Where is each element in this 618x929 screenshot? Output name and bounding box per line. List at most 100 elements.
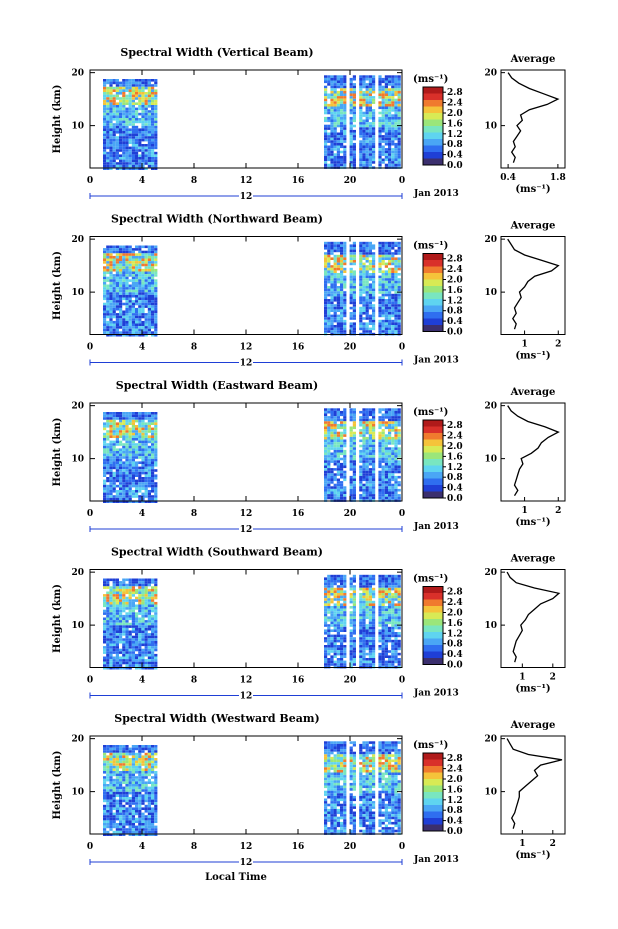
heatmap-cell — [131, 125, 135, 129]
heatmap-cell — [147, 274, 151, 277]
heatmap-cell — [340, 90, 344, 94]
heatmap-cell — [128, 630, 132, 634]
heatmap-cell — [365, 291, 369, 294]
heatmap-cell — [333, 304, 337, 307]
heatmap-cell — [324, 275, 328, 279]
heatmap-cell — [381, 452, 385, 456]
heatmap-cell — [128, 118, 132, 121]
heatmap-cell — [378, 470, 382, 474]
heatmap-cell — [365, 286, 369, 289]
heatmap-cell — [151, 414, 155, 418]
heatmap-cell — [119, 138, 123, 142]
heatmap-cell — [330, 606, 334, 609]
heatmap-cell — [154, 588, 158, 592]
heatmap-cell — [112, 274, 116, 277]
heatmap-cell — [109, 268, 113, 272]
heatmap-cell — [362, 611, 366, 614]
colorbar-tick-label: 0.0 — [447, 328, 463, 338]
heatmap-cell — [327, 587, 331, 591]
heatmap-cell — [336, 262, 340, 266]
heatmap-cell — [147, 588, 151, 592]
heatmap-cell — [362, 135, 366, 138]
heatmap-cell — [112, 477, 116, 480]
heatmap-cell — [362, 595, 366, 599]
heatmap-cell — [333, 114, 337, 117]
heatmap-cell — [147, 305, 151, 308]
heatmap-cell — [138, 107, 142, 111]
heatmap-cell — [394, 483, 398, 487]
heatmap-cell — [122, 640, 126, 644]
heatmap-cell — [112, 141, 116, 144]
heatmap-cell — [138, 643, 142, 647]
heatmap-cell — [388, 80, 392, 84]
heatmap-cell — [147, 635, 151, 639]
heatmap-cell — [119, 102, 123, 105]
heatmap-cell — [147, 248, 151, 251]
heatmap-cell — [384, 280, 388, 284]
heatmap-cell — [154, 263, 158, 267]
heatmap-cell — [154, 138, 158, 142]
heatmap-cell — [125, 419, 129, 423]
heatmap-cell — [112, 297, 116, 301]
heatmap-cell — [125, 583, 129, 587]
heatmap-cell — [115, 609, 119, 613]
heatmap-cell — [131, 326, 135, 329]
heatmap-cell — [147, 258, 151, 262]
heatmap-cell — [141, 110, 145, 113]
heatmap-cell — [141, 661, 145, 665]
heatmap-cell — [125, 614, 129, 618]
heatmap-cell — [336, 135, 340, 138]
heatmap-cell — [125, 84, 129, 87]
heatmap-cell — [147, 482, 151, 485]
heatmap-cell — [128, 612, 132, 615]
heatmap-cell — [115, 138, 119, 142]
heatmap-cell — [388, 416, 392, 419]
heatmap-cell — [327, 423, 331, 427]
heatmap-cell — [340, 444, 344, 448]
heatmap-cell — [388, 319, 392, 323]
heatmap-cell — [394, 494, 398, 497]
heatmap-cell — [333, 325, 337, 328]
heatmap-cell — [128, 633, 132, 636]
heatmap-cell — [109, 417, 113, 420]
heatmap-cell — [138, 328, 142, 332]
heatmap-cell — [327, 145, 331, 149]
heatmap-cell — [349, 465, 353, 469]
heatmap-cell — [147, 268, 151, 272]
heatmap-cell — [125, 292, 129, 295]
heatmap-cell — [128, 268, 132, 272]
heatmap-cell — [343, 124, 347, 128]
heatmap-cell — [151, 97, 155, 100]
heatmap-cell — [106, 438, 110, 441]
heatmap-cell — [128, 97, 132, 100]
colorbar-swatch — [423, 145, 443, 153]
heatmap-cell — [372, 129, 376, 133]
heatmap-cell — [141, 630, 145, 634]
heatmap-cell — [336, 593, 340, 596]
heatmap-cell — [368, 626, 372, 630]
heatmap-cell — [327, 494, 331, 497]
heatmap-cell — [352, 306, 356, 310]
heatmap-cell — [115, 607, 119, 610]
heatmap-cell — [138, 167, 142, 170]
heatmap-cell — [119, 588, 123, 592]
heatmap-cell — [103, 456, 107, 459]
heatmap-cell — [349, 145, 353, 149]
heatmap-cell — [336, 574, 340, 578]
heatmap-cell — [138, 266, 142, 269]
heatmap-cell — [151, 258, 155, 262]
day-marker: 12 — [240, 359, 253, 369]
heatmap-cell — [141, 167, 145, 170]
heatmap-cell — [115, 497, 119, 501]
heatmap-cell — [340, 293, 344, 297]
heatmap-cell — [103, 500, 107, 503]
heatmap-cell — [336, 301, 340, 305]
heatmap-cell — [138, 487, 142, 490]
heatmap-cell — [397, 434, 401, 437]
heatmap-cell — [343, 442, 347, 445]
heatmap-cell — [372, 590, 376, 593]
heatmap-cell — [336, 585, 340, 588]
heatmap-cell — [368, 577, 372, 580]
heatmap-cell — [122, 248, 126, 251]
heatmap-cell — [135, 581, 139, 584]
